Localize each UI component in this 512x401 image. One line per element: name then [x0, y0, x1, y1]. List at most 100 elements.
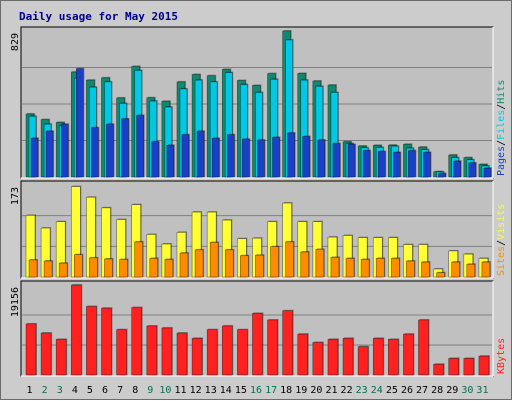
bar-sites-day-2 — [43, 260, 53, 278]
bar-kbytes-day-3 — [55, 339, 67, 376]
day-label: 21 — [325, 385, 337, 396]
day-label: 12 — [190, 385, 202, 396]
day-label: 5 — [87, 385, 93, 396]
bar-kbytes-day-22 — [342, 338, 354, 376]
bar-kbytes-day-14 — [221, 325, 233, 376]
axis-max-label: 173 — [10, 187, 21, 205]
bar-sites-day-22 — [345, 258, 355, 278]
bar-kbytes-day-29 — [448, 358, 460, 376]
day-label: 9 — [147, 385, 153, 396]
bar-kbytes-day-10 — [161, 327, 173, 376]
legend-entry: / — [496, 140, 507, 146]
bar-sites-day-14 — [224, 249, 234, 278]
day-label: 23 — [356, 385, 368, 396]
bar-kbytes-day-17 — [267, 319, 278, 376]
bar-sites-day-29 — [451, 261, 461, 278]
day-label: 22 — [341, 385, 353, 396]
bar-pages-day-14 — [226, 134, 235, 178]
bar-kbytes-day-19 — [297, 333, 309, 376]
day-label: 3 — [57, 385, 63, 396]
bar-pages-day-27 — [423, 152, 431, 178]
day-label: 6 — [102, 385, 108, 396]
bar-sites-day-10 — [164, 259, 174, 278]
bar-kbytes-day-8 — [131, 307, 142, 376]
bar-sites-day-13 — [209, 242, 219, 278]
day-label: 24 — [371, 385, 383, 396]
bar-kbytes-day-6 — [101, 307, 112, 376]
bar-kbytes-day-20 — [312, 342, 324, 376]
day-label: 4 — [72, 385, 78, 396]
day-label: 7 — [117, 385, 123, 396]
day-label: 1 — [27, 385, 33, 396]
panel-kbytes: 19156 KBytes — [10, 280, 507, 377]
bar-kbytes-day-21 — [327, 339, 339, 376]
bar-kbytes-day-13 — [206, 329, 218, 376]
bar-pages-day-22 — [347, 144, 356, 178]
day-label: 16 — [250, 385, 262, 396]
bar-kbytes-day-18 — [282, 310, 293, 376]
day-label: 17 — [265, 385, 277, 396]
day-label: 13 — [205, 385, 217, 396]
bar-sites-day-8 — [134, 241, 143, 278]
legend-entry: Visits — [496, 204, 507, 240]
bar-sites-day-12 — [194, 249, 204, 278]
bar-sites-day-20 — [315, 249, 325, 278]
legend-entry: Sites — [496, 246, 507, 276]
axis-max-label: 829 — [10, 33, 21, 51]
day-label: 30 — [461, 385, 473, 396]
bar-pages-day-29 — [453, 160, 462, 178]
day-label: 20 — [310, 385, 322, 396]
bar-pages-day-6 — [106, 123, 114, 178]
bar-kbytes-day-9 — [146, 325, 158, 376]
bar-sites-day-9 — [149, 258, 159, 278]
axis-max-label: 19156 — [10, 287, 21, 317]
bar-sites-day-17 — [270, 246, 279, 278]
bar-sites-day-25 — [391, 258, 400, 278]
bar-pages-day-20 — [317, 139, 326, 178]
bar-pages-day-7 — [121, 118, 129, 178]
bar-pages-day-17 — [272, 137, 280, 178]
bar-sites-day-3 — [58, 262, 68, 278]
bar-kbytes-day-2 — [40, 332, 52, 376]
legend-entry: Files — [496, 110, 507, 140]
bar-pages-day-23 — [362, 150, 371, 178]
legend-entry: Pages — [496, 146, 507, 176]
bar-kbytes-day-26 — [403, 333, 414, 376]
bar-kbytes-day-23 — [357, 346, 369, 376]
bar-kbytes-day-25 — [388, 339, 399, 376]
legend-entry: Hits — [496, 80, 507, 104]
bar-pages-day-25 — [393, 152, 401, 178]
bar-sites-day-28 — [436, 272, 445, 278]
bar-sites-day-6 — [104, 258, 113, 278]
day-label: 11 — [174, 385, 186, 396]
bar-pages-day-10 — [166, 144, 175, 178]
bar-sites-day-11 — [179, 252, 189, 278]
bar-pages-day-11 — [181, 134, 190, 178]
bar-pages-day-21 — [332, 143, 341, 178]
bar-pages-day-26 — [408, 150, 416, 178]
bar-pages-day-16 — [257, 139, 265, 178]
chart-title: Daily usage for May 2015 — [19, 10, 178, 23]
bar-sites-day-15 — [240, 255, 249, 278]
bar-kbytes-day-15 — [237, 329, 248, 376]
bar-kbytes-day-31 — [478, 355, 490, 376]
day-label: 27 — [416, 385, 428, 396]
bar-sites-day-26 — [406, 260, 415, 278]
bar-pages-day-15 — [242, 138, 250, 178]
legend-kbytes: KBytes — [496, 338, 507, 374]
bar-kbytes-day-24 — [372, 338, 384, 376]
bar-sites-day-7 — [119, 259, 128, 278]
bar-sites-day-18 — [285, 241, 294, 278]
panel-visits: 173 Sites/Visits — [10, 180, 507, 279]
bar-kbytes-day-30 — [463, 358, 475, 376]
bar-sites-day-24 — [375, 258, 385, 278]
bar-pages-day-13 — [211, 137, 220, 178]
bar-sites-day-5 — [89, 257, 98, 278]
bar-sites-day-21 — [330, 257, 340, 278]
bar-pages-day-12 — [196, 130, 205, 178]
bar-kbytes-day-5 — [86, 306, 97, 376]
bar-sites-day-4 — [73, 254, 83, 278]
